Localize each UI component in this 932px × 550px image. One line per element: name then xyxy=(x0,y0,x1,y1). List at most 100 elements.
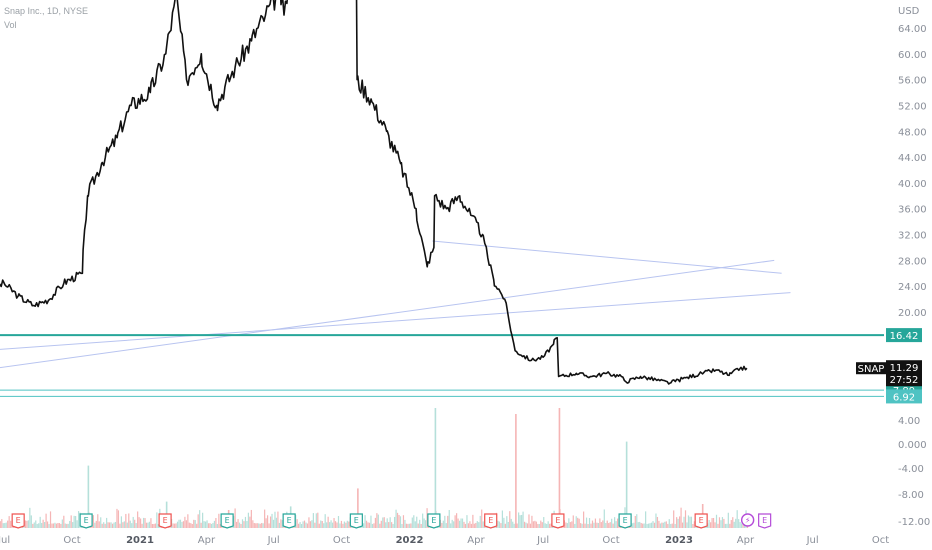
volume-bar xyxy=(588,518,591,528)
volume-bar xyxy=(386,518,388,528)
volume-bar xyxy=(324,514,326,528)
volume-bar xyxy=(658,520,660,528)
volume-bar xyxy=(575,516,577,528)
symbol-tag-box xyxy=(856,362,886,375)
volume-bar xyxy=(690,516,693,528)
volume-bar xyxy=(219,523,221,528)
volume-bar xyxy=(255,523,257,528)
volume-bar xyxy=(513,523,515,528)
trend-line[interactable] xyxy=(0,259,775,370)
volume-bar xyxy=(175,523,177,528)
volume-bar xyxy=(587,523,589,528)
volume-bar xyxy=(583,511,585,528)
trend-line[interactable] xyxy=(0,292,791,351)
volume-bar xyxy=(0,521,1,528)
volume-bar xyxy=(584,523,586,528)
volume-bar xyxy=(671,523,673,528)
earnings-event-icon[interactable]: E xyxy=(484,513,498,529)
volume-bar xyxy=(331,522,334,528)
volume-bar xyxy=(215,517,217,528)
volume-bar xyxy=(572,515,574,528)
volume-bar xyxy=(683,516,685,528)
earnings-event-icon[interactable]: E xyxy=(758,513,772,529)
volume-bar xyxy=(147,522,149,528)
volume-bar xyxy=(8,516,10,528)
volume-bar xyxy=(182,521,185,528)
volume-bar xyxy=(448,510,450,528)
volume-bar xyxy=(213,520,216,528)
earnings-event-icon[interactable]: E xyxy=(694,513,708,529)
price-line xyxy=(0,0,748,385)
volume-bar xyxy=(569,522,571,528)
volume-bar xyxy=(653,522,656,528)
volume-bar xyxy=(129,520,131,528)
volume-bar xyxy=(194,520,196,528)
volume-bar xyxy=(200,522,202,528)
volume-bar xyxy=(271,513,273,528)
trend-line[interactable] xyxy=(432,240,782,274)
volume-bar xyxy=(179,519,182,528)
price-tag[interactable]: 6.92 xyxy=(886,389,922,404)
volume-bar xyxy=(544,523,546,528)
volume-bar xyxy=(655,513,657,528)
earnings-event-icon[interactable]: E xyxy=(349,513,363,529)
earnings-event-icon[interactable]: E xyxy=(551,513,565,529)
volume-bar xyxy=(27,520,29,528)
earnings-event-icon[interactable]: E xyxy=(79,513,93,529)
volume-bar xyxy=(379,523,381,528)
volume-bar xyxy=(454,515,456,528)
volume-bar xyxy=(608,523,610,528)
earnings-event-icon[interactable]: E xyxy=(427,513,441,529)
volume-bar xyxy=(140,518,142,528)
volume-bar xyxy=(334,521,337,528)
time-axis-tick: Jul xyxy=(267,535,280,546)
volume-bar xyxy=(469,521,471,528)
volume-bar xyxy=(571,521,573,528)
volume-bar xyxy=(609,522,611,528)
volume-bar xyxy=(410,523,412,528)
volume-bar xyxy=(238,522,241,528)
volume-bar xyxy=(674,523,676,528)
volume-bar xyxy=(55,523,58,528)
split-event-icon[interactable]: ⚡ xyxy=(740,513,755,527)
volume-bar xyxy=(497,520,499,528)
earnings-event-icon[interactable]: E xyxy=(11,513,25,529)
volume-bar xyxy=(97,514,99,528)
volume-bar xyxy=(30,515,32,528)
volume-bar xyxy=(686,522,688,528)
earnings-event-icon[interactable]: E xyxy=(282,513,296,529)
earnings-event-icon[interactable]: E xyxy=(220,513,234,529)
earnings-event-icon[interactable]: E xyxy=(158,513,172,529)
time-axis-tick: Oct xyxy=(333,535,350,546)
volume-bar xyxy=(423,518,425,528)
earnings-icon-glyph: E xyxy=(163,516,168,525)
volume-bar xyxy=(63,515,65,528)
volume-bar xyxy=(581,523,583,528)
volume-bar xyxy=(732,517,734,528)
earnings-event-icon[interactable]: E xyxy=(618,513,632,529)
volume-bar xyxy=(395,509,397,528)
time-axis-tick: 2021 xyxy=(126,535,154,546)
volume-bar xyxy=(451,519,453,528)
volume-bar xyxy=(470,523,472,528)
time-axis-tick: 2023 xyxy=(665,535,693,546)
volume-bar xyxy=(141,523,143,528)
volume-bar xyxy=(726,523,728,528)
volume-bar xyxy=(73,515,75,528)
price-tag[interactable]: 16.42 xyxy=(886,328,922,343)
volume-bar xyxy=(210,523,213,528)
volume-bar xyxy=(640,522,642,528)
volume-bar xyxy=(447,515,449,528)
volume-bar xyxy=(114,521,117,528)
volume-bar xyxy=(467,523,470,528)
volume-bar xyxy=(135,523,137,528)
volume-bar xyxy=(405,523,408,528)
volume-bar xyxy=(634,515,636,528)
price-axis-tick: 64.00 xyxy=(898,24,927,35)
volume-bar xyxy=(720,520,722,528)
volume-bar xyxy=(39,516,41,528)
volume-bar xyxy=(33,522,35,528)
volume-bar xyxy=(723,518,725,528)
